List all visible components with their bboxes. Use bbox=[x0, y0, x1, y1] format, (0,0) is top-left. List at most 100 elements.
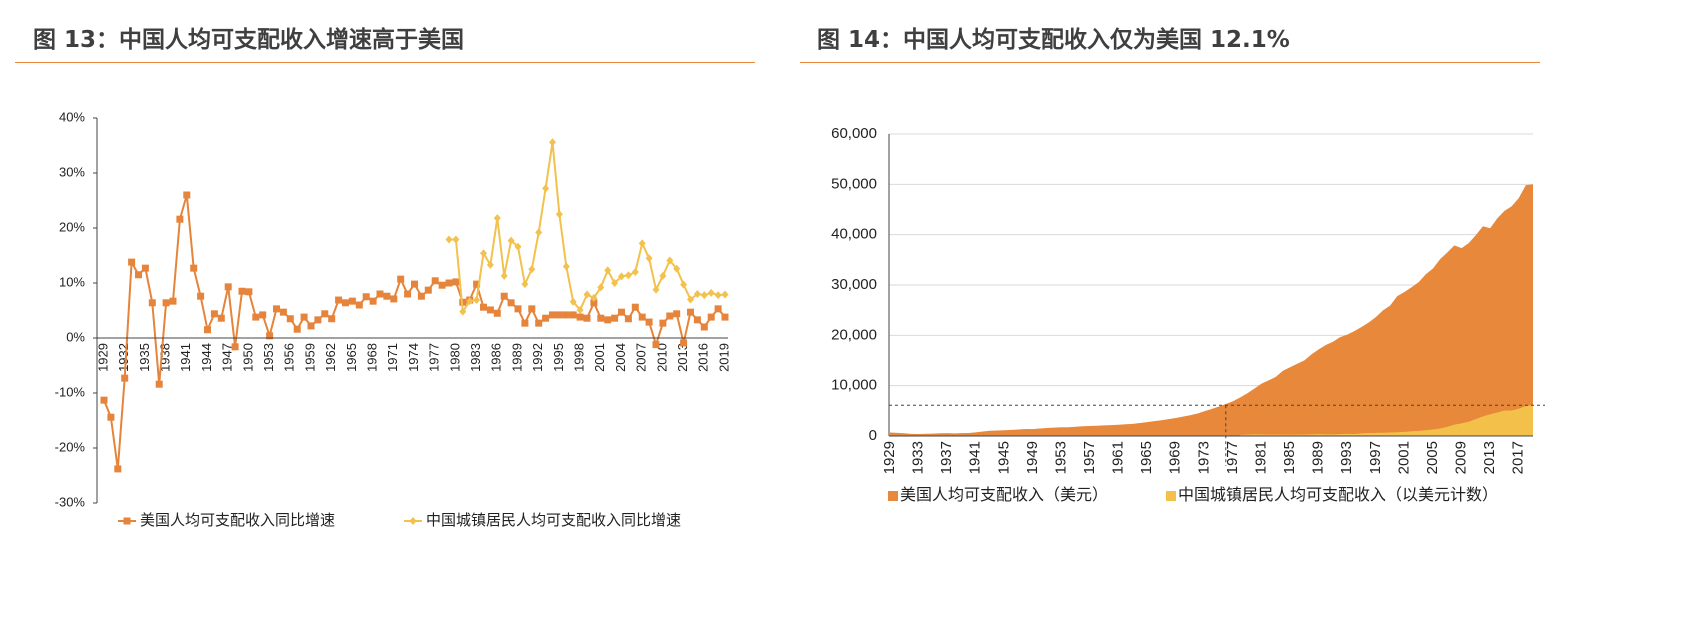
marker bbox=[555, 210, 563, 219]
marker bbox=[714, 291, 722, 300]
marker bbox=[562, 311, 570, 319]
y-tick-label: 30% bbox=[59, 164, 85, 179]
marker bbox=[155, 380, 163, 388]
marker bbox=[148, 299, 156, 307]
marker bbox=[645, 318, 653, 326]
marker bbox=[369, 297, 377, 305]
marker bbox=[197, 292, 205, 300]
marker bbox=[707, 288, 715, 297]
marker bbox=[445, 235, 453, 244]
x-tick-label: 2009 bbox=[1453, 441, 1470, 474]
marker bbox=[390, 295, 398, 303]
marker bbox=[493, 309, 501, 317]
marker bbox=[687, 308, 694, 316]
y-tick-label: 0 bbox=[869, 427, 877, 444]
marker bbox=[666, 256, 674, 265]
x-tick-label: 1992 bbox=[530, 343, 545, 372]
x-tick-label: 1986 bbox=[489, 343, 504, 372]
x-tick-label: 1995 bbox=[551, 343, 566, 372]
legend-label: 美国人均可支配收入同比增速 bbox=[140, 512, 335, 529]
marker bbox=[590, 293, 598, 302]
marker bbox=[680, 339, 688, 347]
marker bbox=[542, 314, 550, 322]
y-tick-label: 10% bbox=[59, 274, 85, 289]
marker bbox=[707, 313, 715, 321]
marker bbox=[300, 313, 308, 321]
x-tick-label: 1937 bbox=[938, 441, 955, 474]
marker bbox=[528, 265, 536, 274]
x-tick-label: 1993 bbox=[1338, 441, 1355, 474]
marker bbox=[604, 316, 612, 324]
marker bbox=[169, 297, 177, 305]
marker bbox=[666, 312, 674, 320]
marker bbox=[314, 316, 322, 324]
marker bbox=[362, 293, 370, 301]
marker bbox=[210, 310, 218, 318]
marker bbox=[438, 281, 446, 289]
x-tick-label: 2016 bbox=[696, 343, 711, 372]
x-tick-label: 1971 bbox=[385, 343, 400, 372]
x-tick-label: 1977 bbox=[1224, 441, 1241, 474]
marker bbox=[631, 303, 639, 311]
marker bbox=[452, 235, 460, 244]
y-tick-label: 20% bbox=[59, 219, 85, 234]
marker bbox=[121, 374, 129, 382]
x-tick-label: 1933 bbox=[910, 441, 927, 474]
marker bbox=[135, 271, 142, 279]
marker bbox=[411, 280, 418, 288]
marker bbox=[652, 285, 660, 294]
x-tick-label: 1949 bbox=[1024, 441, 1041, 474]
x-tick-label: 1977 bbox=[427, 343, 442, 372]
marker bbox=[321, 310, 329, 318]
marker bbox=[355, 301, 363, 309]
marker bbox=[521, 280, 529, 289]
marker bbox=[693, 316, 701, 324]
marker bbox=[307, 322, 315, 330]
marker bbox=[328, 315, 336, 323]
chart-title: 图 13：中国人均可支配收入增速高于美国 bbox=[33, 27, 465, 53]
marker bbox=[238, 287, 246, 295]
marker bbox=[659, 319, 667, 327]
marker bbox=[493, 214, 501, 223]
x-tick-label: 1998 bbox=[572, 343, 587, 372]
marker bbox=[507, 299, 515, 307]
marker bbox=[266, 332, 274, 340]
x-tick-label: 1929 bbox=[881, 441, 898, 474]
marker bbox=[500, 271, 508, 280]
marker bbox=[673, 310, 681, 318]
x-tick-label: 2019 bbox=[716, 343, 731, 372]
marker bbox=[404, 290, 412, 298]
marker bbox=[604, 266, 612, 275]
x-tick-label: 1929 bbox=[95, 343, 110, 372]
marker bbox=[162, 299, 170, 307]
legend: 美国人均可支配收入同比增速 中国城镇居民人均可支配收入同比增速 bbox=[118, 512, 681, 529]
legend-label: 美国人均可支配收入（美元） bbox=[900, 486, 1108, 504]
marker bbox=[480, 249, 487, 258]
marker bbox=[224, 283, 232, 291]
marker bbox=[721, 290, 729, 299]
marker bbox=[700, 323, 708, 331]
marker bbox=[231, 343, 239, 351]
marker bbox=[500, 292, 508, 300]
marker bbox=[535, 228, 543, 237]
y-tick-label: 10,000 bbox=[831, 377, 877, 394]
x-tick-label: 2010 bbox=[654, 343, 669, 372]
marker bbox=[293, 325, 301, 333]
x-tick-label: 1981 bbox=[1252, 441, 1269, 474]
x-tick-label: 1965 bbox=[344, 343, 359, 372]
legend-marker bbox=[409, 517, 417, 525]
x-tick-label: 1968 bbox=[365, 343, 380, 372]
marker bbox=[107, 413, 115, 421]
x-tick-label: 1983 bbox=[468, 343, 483, 372]
marker bbox=[618, 308, 625, 316]
series-line bbox=[103, 194, 726, 470]
marker bbox=[521, 319, 529, 327]
x-tick-label: 1980 bbox=[447, 343, 462, 372]
marker bbox=[583, 314, 591, 322]
x-tick-label: 2001 bbox=[1395, 441, 1412, 474]
series-area bbox=[1240, 405, 1533, 436]
marker bbox=[335, 296, 343, 304]
y-tick-label: -20% bbox=[55, 439, 86, 454]
marker bbox=[618, 272, 625, 281]
marker bbox=[569, 311, 577, 319]
